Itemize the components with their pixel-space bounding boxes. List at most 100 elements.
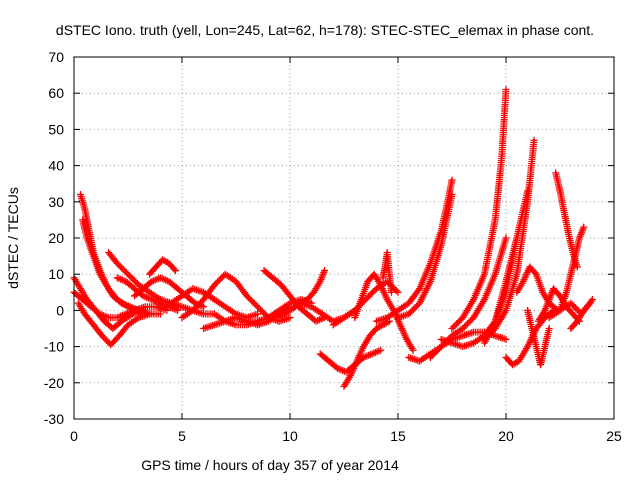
data-point [406, 308, 414, 316]
data-point [433, 347, 441, 355]
data-point [260, 309, 268, 317]
data-point [391, 285, 399, 293]
data-point [437, 343, 445, 351]
data-point [130, 276, 138, 284]
data-point [132, 278, 140, 286]
data-series [556, 223, 588, 314]
y-tick-label: -10 [44, 339, 64, 355]
data-point [215, 276, 223, 284]
data-point [146, 310, 154, 318]
ticks: 0 5 10 15 20 25 -30 -20 -10 0 10 20 30 40 50 60 70 [44, 49, 622, 444]
data-point [408, 307, 416, 315]
data-series [178, 270, 294, 325]
data-point [454, 318, 462, 326]
data-point [247, 297, 255, 305]
data-point [254, 303, 262, 311]
data-series [379, 248, 396, 296]
data-point [585, 301, 593, 309]
x-tick-label: 0 [70, 428, 78, 444]
data-series [260, 267, 329, 325]
data-point [450, 323, 458, 331]
data-point [212, 280, 220, 288]
data-point [456, 317, 464, 325]
data-point [116, 262, 124, 270]
data-point [172, 267, 180, 275]
data-series [372, 176, 456, 325]
data-point [366, 291, 374, 299]
data-series [316, 346, 385, 376]
data-point [255, 304, 263, 312]
data-point [448, 191, 456, 199]
data-point [394, 288, 402, 296]
data-point [129, 275, 137, 283]
data-point [588, 296, 596, 304]
data-point [246, 295, 254, 303]
data-point [174, 306, 182, 314]
data-point [193, 302, 201, 310]
data-point [460, 323, 468, 331]
data-point [462, 321, 470, 329]
data-point [530, 136, 538, 144]
y-tick-label: 0 [56, 302, 64, 318]
data-point [127, 273, 135, 281]
data-point [170, 265, 178, 273]
data-series [567, 299, 594, 332]
data-point [124, 270, 132, 278]
data-point [502, 234, 510, 242]
data-point [190, 305, 198, 313]
data-point [448, 325, 456, 332]
chart-title: dSTEC Iono. truth (yell, Lon=245, Lat=62… [56, 22, 594, 38]
data-point [286, 314, 294, 322]
data-point [156, 310, 164, 318]
data-series [297, 267, 329, 307]
data-series [480, 136, 538, 343]
data-series [426, 234, 510, 361]
data-point [257, 306, 265, 314]
grid [74, 57, 614, 419]
data-point [251, 300, 259, 308]
data-point [426, 353, 434, 361]
data-point [431, 349, 439, 357]
data-series [146, 256, 180, 278]
data-point [189, 306, 197, 314]
data-point [570, 302, 578, 310]
data-point [453, 320, 461, 328]
data-point [243, 292, 251, 300]
data-point [502, 86, 510, 94]
x-tick-label: 15 [390, 428, 406, 444]
data-point [405, 310, 413, 318]
data-series [394, 191, 456, 322]
y-tick-label: 50 [48, 121, 64, 137]
x-tick-label: 5 [178, 428, 186, 444]
data-point [115, 261, 123, 269]
data-point [210, 281, 218, 289]
y-tick-label: 60 [48, 85, 64, 101]
data-point [113, 259, 121, 267]
data-point [200, 303, 208, 311]
data-point [409, 346, 417, 354]
data-series [524, 306, 553, 369]
data-point [365, 292, 373, 300]
data-point [249, 298, 257, 306]
data-series [113, 274, 182, 314]
data-point [580, 223, 588, 231]
data-point [126, 272, 134, 280]
data-point [429, 350, 437, 358]
data-point [463, 320, 471, 328]
data-point [192, 303, 200, 311]
data-point [252, 301, 260, 309]
data-point [369, 288, 377, 296]
data-point [217, 275, 225, 283]
data-point [118, 264, 126, 272]
data-point [122, 269, 130, 277]
data-point [414, 286, 422, 294]
data-point [195, 300, 203, 308]
data-points [70, 86, 596, 390]
data-series [130, 274, 208, 311]
data-series [480, 187, 532, 347]
data-point [244, 293, 252, 301]
data-point [448, 176, 456, 184]
data-point [436, 344, 444, 352]
y-tick-label: 10 [48, 266, 64, 282]
